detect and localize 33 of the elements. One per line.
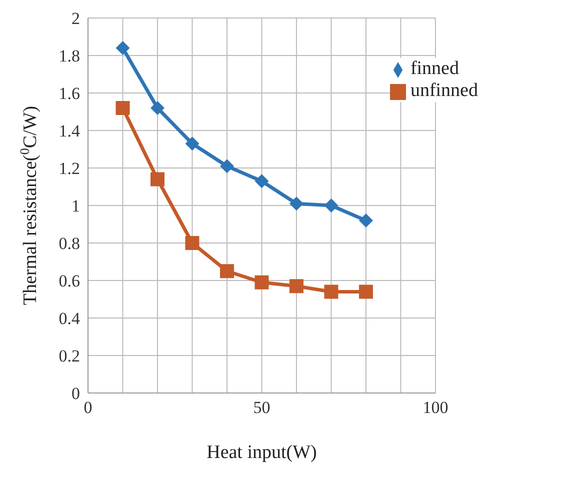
point: [185, 236, 200, 250]
point: [116, 101, 130, 115]
legend-label: unfinned: [410, 80, 478, 101]
legend-label: finned: [410, 58, 459, 79]
point: [150, 101, 164, 115]
point: [324, 198, 338, 212]
point: [324, 284, 338, 299]
x-axis-title: Heat input(W): [206, 442, 317, 463]
y-tick-label: 1.4: [58, 122, 80, 141]
point: [116, 41, 130, 55]
y-tick-label: 0.4: [58, 309, 80, 328]
point: [358, 214, 373, 228]
point: [254, 174, 269, 188]
point: [254, 275, 269, 290]
point: [185, 136, 200, 151]
y-tick-label: 1: [72, 196, 80, 216]
y-tick-label: 0.6: [58, 272, 80, 291]
point: [289, 196, 304, 211]
y-tick-label: 0.8: [58, 234, 80, 254]
y-tick-label: 0: [72, 384, 80, 404]
y-tick-label: 2: [72, 9, 80, 28]
point: [150, 172, 164, 186]
x-tick-label: 0: [84, 398, 92, 418]
point: [289, 279, 304, 294]
point: [358, 284, 373, 299]
point: [220, 264, 234, 278]
x-tick-label: 100: [422, 398, 448, 418]
y-tick-label: 0.2: [58, 346, 80, 366]
point: [220, 159, 234, 174]
y-tick-label: 1.6: [58, 84, 80, 104]
x-tick-label: 50: [253, 398, 270, 418]
y-tick-label: 1.8: [58, 46, 80, 66]
y-tick-label: 1.2: [58, 159, 80, 178]
